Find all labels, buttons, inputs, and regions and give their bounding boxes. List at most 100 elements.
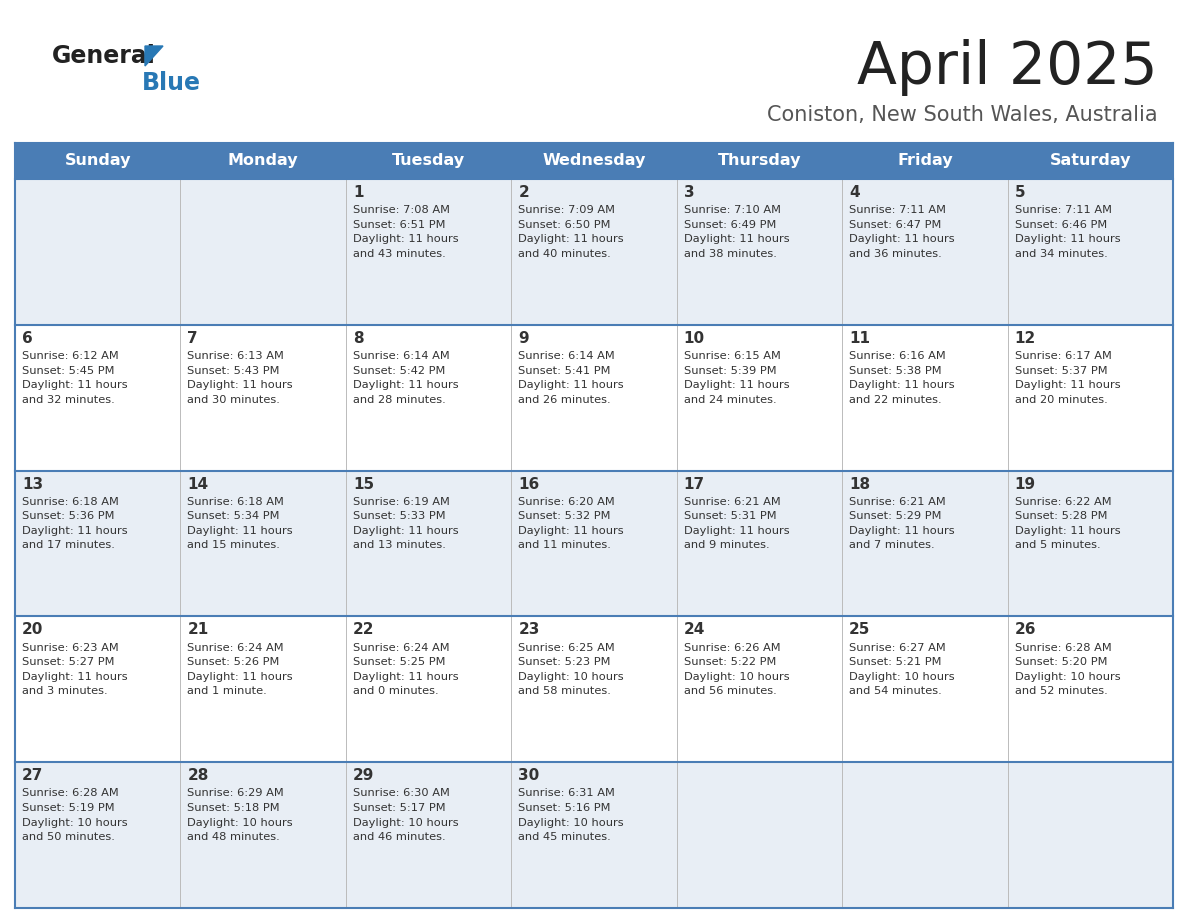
Text: and 22 minutes.: and 22 minutes. (849, 395, 942, 405)
Text: Sunrise: 6:18 AM: Sunrise: 6:18 AM (23, 497, 119, 507)
Text: Sunrise: 6:12 AM: Sunrise: 6:12 AM (23, 351, 119, 361)
Text: Sunrise: 6:20 AM: Sunrise: 6:20 AM (518, 497, 615, 507)
Text: and 40 minutes.: and 40 minutes. (518, 249, 611, 259)
Text: 18: 18 (849, 476, 871, 492)
Text: Daylight: 11 hours: Daylight: 11 hours (188, 380, 293, 390)
Text: 2: 2 (518, 185, 529, 200)
Polygon shape (145, 46, 163, 66)
Text: Sunset: 5:38 PM: Sunset: 5:38 PM (849, 365, 942, 375)
Text: Sunrise: 6:24 AM: Sunrise: 6:24 AM (188, 643, 284, 653)
Text: Daylight: 11 hours: Daylight: 11 hours (684, 526, 789, 536)
Text: and 3 minutes.: and 3 minutes. (23, 686, 108, 696)
Text: Sunrise: 6:21 AM: Sunrise: 6:21 AM (684, 497, 781, 507)
Text: Daylight: 11 hours: Daylight: 11 hours (518, 526, 624, 536)
Bar (15, 616, 1173, 762)
Text: 16: 16 (518, 476, 539, 492)
Text: and 50 minutes.: and 50 minutes. (23, 832, 115, 842)
Text: 15: 15 (353, 476, 374, 492)
Text: 6: 6 (23, 330, 33, 346)
Text: Tuesday: Tuesday (392, 153, 466, 169)
Text: Daylight: 11 hours: Daylight: 11 hours (353, 380, 459, 390)
Text: Blue: Blue (143, 71, 201, 95)
Text: Sunrise: 6:30 AM: Sunrise: 6:30 AM (353, 789, 450, 799)
Text: 24: 24 (684, 622, 706, 637)
Text: Sunset: 5:31 PM: Sunset: 5:31 PM (684, 511, 776, 521)
Text: Sunset: 6:49 PM: Sunset: 6:49 PM (684, 219, 776, 230)
Text: Friday: Friday (897, 153, 953, 169)
Text: Sunset: 5:21 PM: Sunset: 5:21 PM (849, 657, 942, 667)
Text: Daylight: 11 hours: Daylight: 11 hours (353, 234, 459, 244)
Text: Sunrise: 6:23 AM: Sunrise: 6:23 AM (23, 643, 119, 653)
Text: 25: 25 (849, 622, 871, 637)
Text: 8: 8 (353, 330, 364, 346)
Text: and 13 minutes.: and 13 minutes. (353, 541, 446, 551)
Text: 13: 13 (23, 476, 43, 492)
Text: 1: 1 (353, 185, 364, 200)
Text: and 56 minutes.: and 56 minutes. (684, 686, 777, 696)
Text: and 48 minutes.: and 48 minutes. (188, 832, 280, 842)
Text: Sunrise: 6:14 AM: Sunrise: 6:14 AM (518, 351, 615, 361)
Text: Sunrise: 6:13 AM: Sunrise: 6:13 AM (188, 351, 284, 361)
Text: Daylight: 11 hours: Daylight: 11 hours (1015, 234, 1120, 244)
Text: 10: 10 (684, 330, 704, 346)
Text: Daylight: 10 hours: Daylight: 10 hours (1015, 672, 1120, 682)
Text: and 43 minutes.: and 43 minutes. (353, 249, 446, 259)
Text: Sunset: 5:42 PM: Sunset: 5:42 PM (353, 365, 446, 375)
Text: and 24 minutes.: and 24 minutes. (684, 395, 776, 405)
Text: and 34 minutes.: and 34 minutes. (1015, 249, 1107, 259)
Text: Sunset: 6:51 PM: Sunset: 6:51 PM (353, 219, 446, 230)
Text: Sunrise: 7:11 AM: Sunrise: 7:11 AM (849, 206, 946, 216)
Text: 9: 9 (518, 330, 529, 346)
Text: Daylight: 11 hours: Daylight: 11 hours (188, 672, 293, 682)
Text: and 1 minute.: and 1 minute. (188, 686, 267, 696)
Text: Sunrise: 6:22 AM: Sunrise: 6:22 AM (1015, 497, 1111, 507)
Text: Sunset: 5:20 PM: Sunset: 5:20 PM (1015, 657, 1107, 667)
Text: Daylight: 10 hours: Daylight: 10 hours (684, 672, 789, 682)
Bar (15, 762, 1173, 908)
Text: and 45 minutes.: and 45 minutes. (518, 832, 611, 842)
Text: and 7 minutes.: and 7 minutes. (849, 541, 935, 551)
Text: Sunset: 5:37 PM: Sunset: 5:37 PM (1015, 365, 1107, 375)
Text: 26: 26 (1015, 622, 1036, 637)
Text: and 58 minutes.: and 58 minutes. (518, 686, 611, 696)
Text: Sunset: 5:36 PM: Sunset: 5:36 PM (23, 511, 114, 521)
Text: Wednesday: Wednesday (542, 153, 646, 169)
Text: and 52 minutes.: and 52 minutes. (1015, 686, 1107, 696)
Text: and 28 minutes.: and 28 minutes. (353, 395, 446, 405)
Text: 29: 29 (353, 768, 374, 783)
Text: Sunrise: 7:11 AM: Sunrise: 7:11 AM (1015, 206, 1112, 216)
Text: Sunset: 5:19 PM: Sunset: 5:19 PM (23, 803, 114, 813)
Bar (15, 325, 1173, 471)
Text: Daylight: 11 hours: Daylight: 11 hours (23, 526, 127, 536)
Text: Daylight: 11 hours: Daylight: 11 hours (849, 526, 955, 536)
Text: 7: 7 (188, 330, 198, 346)
Text: 14: 14 (188, 476, 209, 492)
Text: Sunset: 5:16 PM: Sunset: 5:16 PM (518, 803, 611, 813)
Text: and 11 minutes.: and 11 minutes. (518, 541, 611, 551)
Text: Sunset: 5:22 PM: Sunset: 5:22 PM (684, 657, 776, 667)
Text: Daylight: 11 hours: Daylight: 11 hours (188, 526, 293, 536)
Text: 21: 21 (188, 622, 209, 637)
Text: Sunset: 5:39 PM: Sunset: 5:39 PM (684, 365, 776, 375)
Text: Daylight: 11 hours: Daylight: 11 hours (23, 380, 127, 390)
Text: 4: 4 (849, 185, 860, 200)
Text: Sunset: 5:17 PM: Sunset: 5:17 PM (353, 803, 446, 813)
Text: Daylight: 11 hours: Daylight: 11 hours (518, 380, 624, 390)
Text: Daylight: 11 hours: Daylight: 11 hours (684, 234, 789, 244)
Text: 22: 22 (353, 622, 374, 637)
Text: Sunset: 5:27 PM: Sunset: 5:27 PM (23, 657, 114, 667)
Text: Sunset: 5:26 PM: Sunset: 5:26 PM (188, 657, 280, 667)
Text: and 32 minutes.: and 32 minutes. (23, 395, 115, 405)
Text: Sunrise: 6:18 AM: Sunrise: 6:18 AM (188, 497, 284, 507)
Text: Daylight: 10 hours: Daylight: 10 hours (849, 672, 955, 682)
Text: Sunset: 6:46 PM: Sunset: 6:46 PM (1015, 219, 1107, 230)
Text: Sunset: 5:25 PM: Sunset: 5:25 PM (353, 657, 446, 667)
Text: Sunrise: 6:29 AM: Sunrise: 6:29 AM (188, 789, 284, 799)
Text: Daylight: 11 hours: Daylight: 11 hours (849, 380, 955, 390)
Text: Sunset: 6:47 PM: Sunset: 6:47 PM (849, 219, 942, 230)
Text: Sunrise: 6:26 AM: Sunrise: 6:26 AM (684, 643, 781, 653)
Text: Thursday: Thursday (718, 153, 801, 169)
Text: Sunset: 6:50 PM: Sunset: 6:50 PM (518, 219, 611, 230)
Bar (15, 471, 1173, 616)
Text: Daylight: 10 hours: Daylight: 10 hours (23, 818, 127, 827)
